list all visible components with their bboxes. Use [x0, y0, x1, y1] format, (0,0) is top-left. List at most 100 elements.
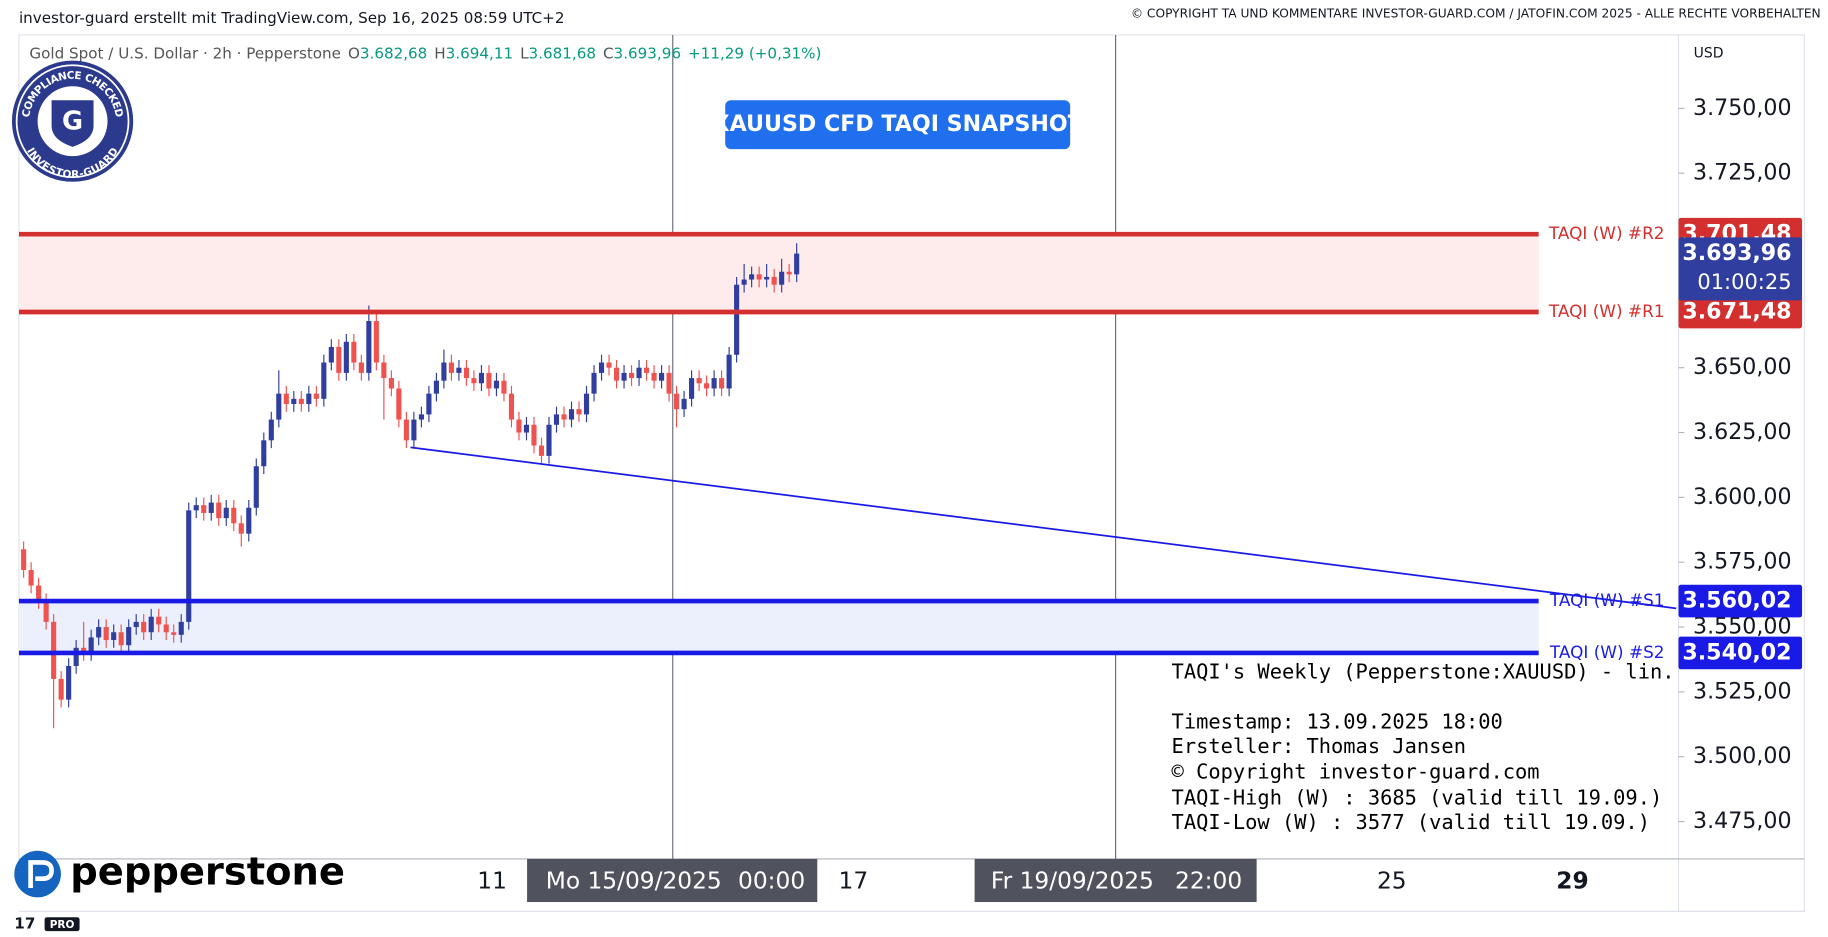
- candle-body: [651, 372, 657, 381]
- candle-body: [418, 414, 424, 420]
- y-tick-label: 3.475,00: [1693, 808, 1792, 834]
- candle-body: [366, 321, 372, 373]
- overlay: Gold Spot / U.S. Dollar · 2h · Peppersto…: [11, 44, 1803, 933]
- brand: pepperstone 17 PRO: [11, 850, 345, 933]
- legend-key: L: [520, 44, 529, 62]
- candle-body: [253, 466, 259, 508]
- candle-body: [246, 507, 252, 534]
- header-left: investor-guard erstellt mit TradingView.…: [19, 9, 565, 27]
- candle-body: [43, 601, 49, 622]
- candle-body: [163, 624, 169, 633]
- chart-title: XAUUSD CFD TAQI SNAPSHOT: [713, 111, 1083, 137]
- brand-icon-p: [28, 860, 54, 889]
- candle-body: [66, 665, 72, 700]
- candle-body: [81, 647, 87, 653]
- y-tick-label: 3.625,00: [1693, 419, 1792, 445]
- candle-body: [433, 380, 439, 394]
- candle-body: [749, 274, 755, 280]
- candle-body: [313, 393, 319, 399]
- marker-box: [974, 858, 1257, 903]
- candle-body: [231, 507, 237, 524]
- y-tick-label: 3.575,00: [1693, 549, 1792, 575]
- candle-body: [779, 271, 785, 285]
- candle-body: [628, 372, 635, 379]
- info-line: TAQI's Weekly (Pepperstone:XAUUSD) - lin…: [1172, 659, 1675, 683]
- level-tag-label: 3.560,02: [1682, 588, 1791, 614]
- candle-body: [306, 393, 312, 405]
- badge-ring: [15, 64, 130, 179]
- candle-body: [546, 424, 552, 456]
- legend-change: +11,29 (+0,31%): [688, 44, 821, 62]
- x-tick-label: 17: [839, 868, 869, 895]
- marker-time: 00:00: [738, 868, 805, 895]
- candle-body: [568, 409, 575, 420]
- candle-body: [591, 372, 597, 394]
- candle-body: [36, 585, 42, 602]
- candle-body: [598, 362, 605, 373]
- y-tick-label: 3.550,00: [1693, 614, 1792, 640]
- candle-body: [148, 616, 154, 633]
- legend-value: 3.693,96: [614, 44, 681, 62]
- plot-area: [18, 34, 1680, 860]
- candle-body: [463, 367, 469, 379]
- candle-body: [583, 393, 590, 415]
- candle-body: [553, 414, 560, 425]
- legend-key: C: [603, 44, 614, 62]
- marker-date: Fr 19/09/2025: [991, 868, 1154, 895]
- badge: G COMPLIANCE CHECKED INVESTOR-GUARD: [11, 60, 134, 182]
- candle-body: [771, 276, 777, 285]
- candle-body: [726, 354, 732, 389]
- legend: Gold Spot / U.S. Dollar · 2h · Peppersto…: [29, 44, 821, 62]
- candle-body: [133, 621, 139, 628]
- brand-name: pepperstone: [70, 850, 345, 895]
- legend-value: 3.682,68: [360, 44, 427, 62]
- candle-body: [493, 380, 500, 389]
- candle-body: [201, 505, 207, 513]
- info-line: TAQI-High (W) : 3685 (valid till 19.09.): [1172, 785, 1663, 809]
- legend-symbol: Gold Spot / U.S. Dollar · 2h · Peppersto…: [29, 44, 341, 62]
- level-tag-label: 3.540,02: [1682, 639, 1791, 665]
- candle-body: [456, 367, 462, 373]
- candle-body: [621, 372, 627, 381]
- brand-icon: [14, 850, 61, 898]
- candle-body: [321, 362, 327, 399]
- y-tick-label: 3.600,00: [1693, 484, 1792, 510]
- candle-body: [238, 523, 244, 534]
- zones: [18, 107, 1685, 823]
- x-tick-label: 25: [1377, 868, 1407, 895]
- candle-body: [28, 570, 34, 586]
- candle-body: [51, 621, 57, 679]
- candle-body: [141, 621, 147, 633]
- candle-body: [448, 362, 454, 373]
- trend-line: [410, 446, 1677, 610]
- level-zone: [18, 601, 1539, 653]
- candle-body: [659, 372, 665, 381]
- candle-body: [704, 383, 710, 389]
- candle-body: [786, 271, 792, 275]
- candle-body: [381, 362, 387, 379]
- candle-body: [291, 398, 297, 405]
- legend-key: H: [434, 44, 445, 62]
- candle-body: [388, 378, 394, 389]
- candle-body: [373, 321, 379, 363]
- candle-body: [719, 378, 725, 389]
- candle-body: [351, 341, 357, 363]
- y-tick-label: 3.500,00: [1693, 743, 1792, 769]
- x-tick-label: 11: [477, 868, 507, 895]
- candle-body: [794, 253, 800, 275]
- price-tag-label: 3.693,96: [1682, 240, 1791, 266]
- level-tag: [1678, 636, 1803, 670]
- candle-body: [358, 362, 364, 373]
- level-tag-label: 3.671,48: [1682, 299, 1791, 325]
- candle-body: [741, 279, 747, 285]
- candle-body: [96, 627, 102, 638]
- info-line: Timestamp: 13.09.2025 18:00: [1172, 710, 1503, 734]
- candle-body: [186, 510, 192, 622]
- candle-body: [336, 346, 342, 373]
- candle-body: [734, 284, 740, 355]
- candle-body: [636, 367, 642, 379]
- candle-body: [58, 678, 64, 700]
- level-name: TAQI (W) #S2: [1549, 642, 1665, 662]
- candle-body: [613, 367, 620, 381]
